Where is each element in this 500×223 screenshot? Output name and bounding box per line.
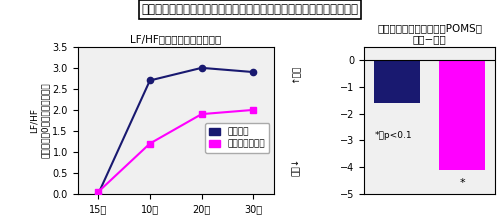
Title: 気分プロフィール検査（POMS）
不安−緊張: 気分プロフィール検査（POMS） 不安−緊張 bbox=[377, 23, 482, 45]
Y-axis label: LF/HF
（入浴時を0とした時の変化）: LF/HF （入浴時を0とした時の変化） bbox=[30, 83, 50, 158]
Legend: さら湯浴, マイクロ気泡浴: さら湯浴, マイクロ気泡浴 bbox=[204, 123, 270, 153]
Text: *: * bbox=[460, 178, 465, 188]
Bar bbox=[374, 60, 420, 103]
Bar bbox=[440, 60, 485, 170]
Title: LF/HF（緊張の強さの指標）: LF/HF（緊張の強さの指標） bbox=[130, 35, 222, 45]
Text: ↑増進: ↑増進 bbox=[292, 64, 300, 83]
Text: *：p<0.1: *：p<0.1 bbox=[374, 131, 412, 140]
Text: 軽減↓: 軽減↓ bbox=[292, 158, 300, 176]
Text: 心拍変動を穏やかにし，緊張感を和らげるのはマイクロ気泡浴である: 心拍変動を穏やかにし，緊張感を和らげるのはマイクロ気泡浴である bbox=[142, 3, 358, 16]
